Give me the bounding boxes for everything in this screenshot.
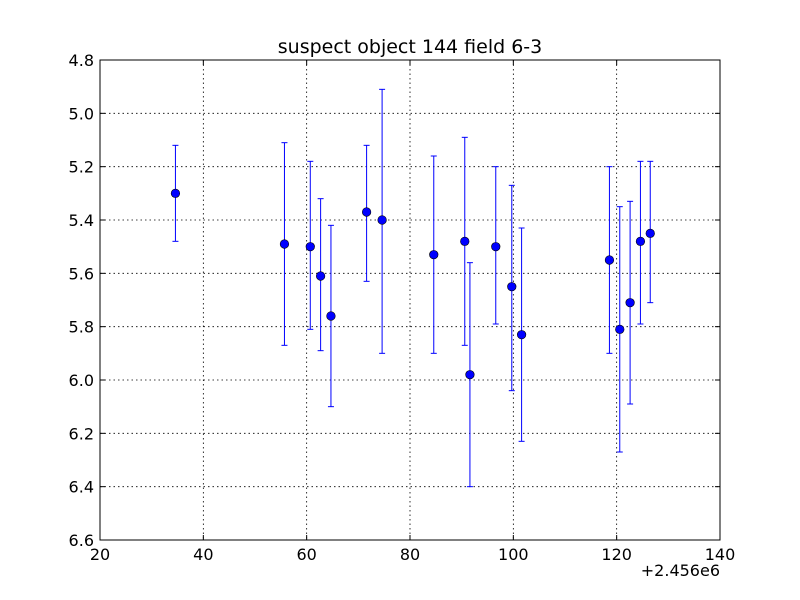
x-tick-label: 20 xyxy=(90,545,110,564)
x-tick-label: 80 xyxy=(400,545,420,564)
data-point xyxy=(305,242,315,252)
data-point xyxy=(429,250,439,260)
x-tick-label: 100 xyxy=(498,545,529,564)
points-layer xyxy=(170,188,655,380)
x-tick-label: 120 xyxy=(601,545,632,564)
data-point xyxy=(316,271,326,281)
data-point xyxy=(491,242,501,252)
tick-labels-layer: 20 40 60 80 100 120 140 4.8 5.0 5.2 5.4 5.6 5.8 6.0 6.… xyxy=(69,51,736,564)
data-point xyxy=(170,188,181,198)
errorbar-layer xyxy=(172,88,654,488)
plot-frame xyxy=(99,59,721,541)
x-tick-label: 40 xyxy=(193,545,213,564)
data-point xyxy=(326,311,336,321)
y-tick-label: 5.8 xyxy=(69,318,94,337)
data-point xyxy=(465,370,475,380)
data-point xyxy=(635,236,646,246)
y-tick-label: 6.0 xyxy=(69,371,94,390)
y-tick-label: 5.0 xyxy=(69,104,94,123)
y-tick-label: 6.2 xyxy=(69,424,94,443)
data-point xyxy=(362,207,372,217)
data-point xyxy=(625,298,635,308)
data-point xyxy=(460,236,470,246)
y-tick-label: 5.6 xyxy=(69,264,94,283)
data-point xyxy=(604,255,615,265)
chart-title: suspect object 144 field 6-3 xyxy=(278,36,543,58)
y-tick-label: 4.8 xyxy=(69,51,94,70)
x-tick-label: 60 xyxy=(296,545,316,564)
y-tick-label: 5.4 xyxy=(69,211,94,230)
data-point xyxy=(645,228,655,238)
data-point xyxy=(279,239,290,249)
data-point xyxy=(377,215,387,225)
data-point xyxy=(516,330,527,340)
x-tick-label: 140 xyxy=(705,545,736,564)
data-point xyxy=(507,282,517,292)
data-point xyxy=(615,324,625,334)
x-offset-label: +2.456e6 xyxy=(641,561,720,580)
y-tick-label: 6.6 xyxy=(69,531,94,550)
y-tick-label: 5.2 xyxy=(69,158,94,177)
y-tick-label: 6.4 xyxy=(69,478,94,497)
